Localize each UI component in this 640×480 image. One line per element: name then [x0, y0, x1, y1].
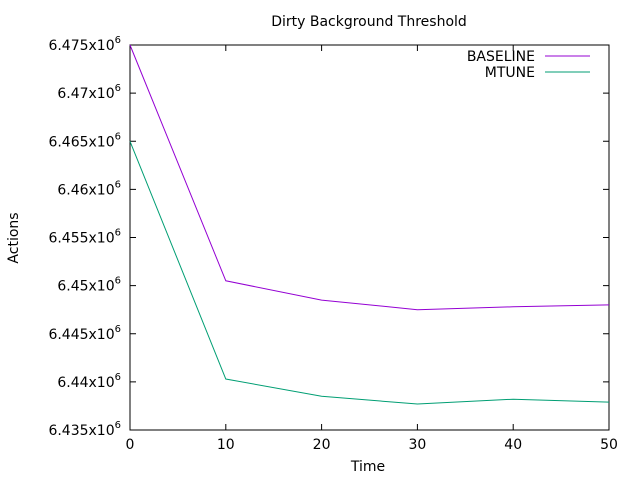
y-tick-exponent: 6 [115, 276, 121, 287]
series-lines [129, 44, 610, 405]
y-tick-exponent: 6 [115, 131, 121, 142]
legend-label: MTUNE [485, 65, 535, 81]
y-tick-exponent: 6 [115, 35, 121, 46]
x-tick-label: 20 [313, 437, 331, 453]
y-tick-label: 6.445x106 [48, 324, 121, 343]
series-line-mtune [129, 141, 610, 405]
axis-ticks: 6.435x106 6.44x106 6.445x106 6.45x106 6.455x… [48, 35, 617, 453]
y-tick-exponent: 6 [115, 179, 121, 190]
y-tick-label: 6.435x106 [48, 420, 121, 439]
y-tick-label: 6.47x106 [57, 83, 121, 102]
chart-title: Dirty Background Threshold [271, 14, 467, 30]
y-tick-exponent: 6 [115, 324, 121, 335]
x-axis-label: Time [350, 459, 385, 475]
y-tick-label: 6.475x106 [48, 35, 121, 54]
x-tick-label: 30 [408, 437, 426, 453]
x-tick-label: 10 [217, 437, 235, 453]
x-tick-label: 50 [600, 437, 618, 453]
y-tick-exponent: 6 [115, 372, 121, 383]
y-tick-label: 6.465x106 [48, 131, 121, 150]
y-tick-exponent: 6 [115, 228, 121, 239]
y-tick-label: 6.455x106 [48, 228, 121, 247]
y-tick-label: 6.46x106 [57, 179, 121, 198]
y-axis-label: Actions [6, 212, 22, 263]
plot-frame [129, 44, 610, 431]
y-tick-exponent: 6 [115, 83, 121, 94]
y-tick-exponent: 6 [115, 420, 121, 431]
series-line-baseline [129, 44, 610, 311]
y-tick-label: 6.44x106 [57, 372, 121, 391]
legend-label: BASELINE [467, 49, 535, 65]
x-tick-label: 40 [504, 437, 522, 453]
x-tick-label: 0 [126, 437, 135, 453]
y-tick-label: 6.45x106 [57, 276, 121, 295]
